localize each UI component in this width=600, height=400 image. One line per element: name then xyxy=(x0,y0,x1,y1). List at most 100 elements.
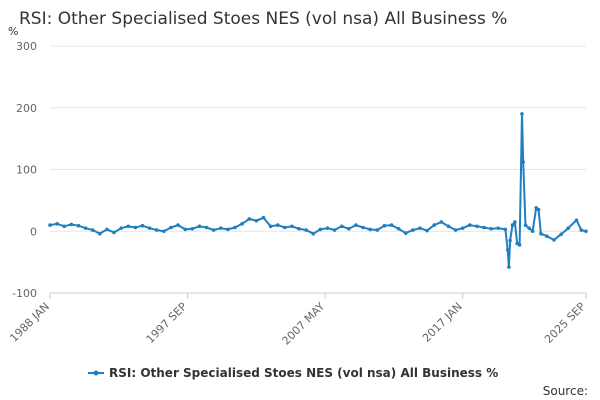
series-point[interactable] xyxy=(505,247,510,252)
grid-layer xyxy=(50,45,586,294)
series-point[interactable] xyxy=(432,223,437,227)
series-point[interactable] xyxy=(559,232,563,237)
series-point[interactable] xyxy=(418,226,422,230)
series-point[interactable] xyxy=(76,223,81,228)
x-tick-label: 1988 JAN xyxy=(7,300,52,345)
y-tick-label: 100 xyxy=(16,164,37,177)
series-point[interactable] xyxy=(233,225,237,230)
series-point[interactable] xyxy=(361,225,365,230)
series-point[interactable] xyxy=(482,225,486,230)
series-point[interactable] xyxy=(218,226,223,230)
legend[interactable]: RSI: Other Specialised Stoes NES (vol ns… xyxy=(88,366,498,380)
series-point[interactable] xyxy=(140,223,145,228)
series-point[interactable] xyxy=(325,226,330,230)
series-point[interactable] xyxy=(503,227,508,232)
x-tick-label: 2007 MAY xyxy=(280,300,328,348)
series-point[interactable] xyxy=(226,227,230,232)
series-point[interactable] xyxy=(339,224,344,229)
series-point[interactable] xyxy=(584,229,588,234)
series-point[interactable] xyxy=(439,220,444,224)
series-point[interactable] xyxy=(48,223,52,227)
series-point[interactable] xyxy=(190,226,195,231)
series-point[interactable] xyxy=(539,231,543,236)
series-point[interactable] xyxy=(347,226,351,231)
series-point[interactable] xyxy=(62,224,67,229)
series-point[interactable] xyxy=(290,224,294,229)
series-point[interactable] xyxy=(318,227,323,232)
series-point[interactable] xyxy=(489,226,493,231)
series-point[interactable] xyxy=(508,238,512,243)
series-point[interactable] xyxy=(261,215,266,220)
series-point[interactable] xyxy=(574,218,579,222)
series-point[interactable] xyxy=(552,238,556,242)
series-point[interactable] xyxy=(297,226,301,231)
series-line[interactable] xyxy=(49,112,587,269)
series-point[interactable] xyxy=(98,231,102,236)
x-tick-label: 2025 SEP xyxy=(542,300,588,346)
series-point[interactable] xyxy=(527,226,531,230)
series-point[interactable] xyxy=(247,217,252,221)
series-point[interactable] xyxy=(545,234,549,238)
series-point[interactable] xyxy=(176,223,180,227)
series-layer[interactable] xyxy=(48,112,588,269)
series-point[interactable] xyxy=(83,226,88,230)
series-point[interactable] xyxy=(368,227,372,232)
series-point[interactable] xyxy=(112,230,116,235)
series-point[interactable] xyxy=(382,223,387,228)
series-point[interactable] xyxy=(119,226,123,230)
series-point[interactable] xyxy=(403,231,408,235)
series-point[interactable] xyxy=(197,224,202,229)
axis-layer: -100 0 100 200 300 1988 JAN 1997 SEP 2007 MAY 20… xyxy=(7,40,588,348)
y-tick-label: -100 xyxy=(12,287,37,300)
series-point[interactable] xyxy=(496,226,501,230)
series-point[interactable] xyxy=(240,222,244,226)
series-point[interactable] xyxy=(268,224,273,229)
series-point[interactable] xyxy=(304,228,308,232)
series-point[interactable] xyxy=(517,243,522,247)
series-point[interactable] xyxy=(375,228,380,232)
series-point[interactable] xyxy=(411,228,415,232)
series-point[interactable] xyxy=(446,224,451,229)
series-point[interactable] xyxy=(275,223,280,227)
series-point[interactable] xyxy=(507,265,511,269)
series-point[interactable] xyxy=(69,222,74,227)
series-point[interactable] xyxy=(566,226,571,230)
series-point[interactable] xyxy=(460,226,465,230)
series-point[interactable] xyxy=(389,223,394,227)
series-point[interactable] xyxy=(467,223,472,227)
series-point[interactable] xyxy=(521,160,525,164)
source-label[interactable]: Source: xyxy=(543,384,588,398)
series-point[interactable] xyxy=(105,227,109,232)
series-point[interactable] xyxy=(126,224,131,229)
series-point[interactable] xyxy=(282,225,287,230)
series-point[interactable] xyxy=(332,228,337,232)
series-point[interactable] xyxy=(513,220,517,224)
series-point[interactable] xyxy=(183,227,187,232)
series-point[interactable] xyxy=(579,228,584,232)
series-point[interactable] xyxy=(211,228,216,232)
series-point[interactable] xyxy=(147,226,152,230)
series-point[interactable] xyxy=(204,225,209,230)
x-tick-label: 2017 JAN xyxy=(420,300,465,345)
series-point[interactable] xyxy=(254,218,259,223)
series-point[interactable] xyxy=(520,112,524,116)
series-point[interactable] xyxy=(530,229,535,234)
series-point[interactable] xyxy=(55,222,59,226)
series-point[interactable] xyxy=(154,228,159,232)
series-point[interactable] xyxy=(510,223,515,227)
series-point[interactable] xyxy=(425,228,429,233)
series-point[interactable] xyxy=(536,207,541,212)
series-point[interactable] xyxy=(169,225,173,230)
series-point[interactable] xyxy=(475,224,479,229)
series-point[interactable] xyxy=(523,223,528,227)
series-point[interactable] xyxy=(311,231,316,236)
y-unit-label: % xyxy=(8,25,18,38)
series-point[interactable] xyxy=(396,226,401,231)
legend-swatch-marker xyxy=(93,370,99,376)
series-point[interactable] xyxy=(354,223,358,227)
series-point[interactable] xyxy=(133,225,138,230)
series-point[interactable] xyxy=(90,228,95,232)
series-point[interactable] xyxy=(162,229,166,234)
x-tick-label: 1997 SEP xyxy=(144,300,190,346)
series-point[interactable] xyxy=(453,228,458,232)
